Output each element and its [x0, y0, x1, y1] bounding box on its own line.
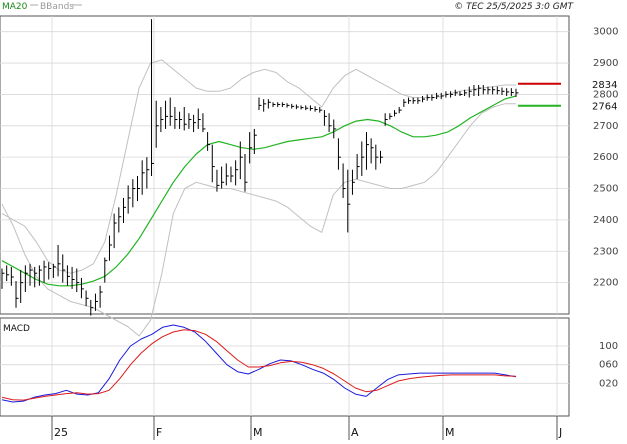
bollinger-upper-band — [1, 59, 516, 274]
macd-signal-line — [1, 329, 517, 401]
price-y-tick-label: 2800 — [593, 89, 618, 100]
level-label: 2764 — [592, 102, 617, 113]
price-y-tick-label: 2700 — [593, 121, 618, 132]
macd-y-tick-label: 020 — [599, 378, 618, 389]
macd-y-tick-label: 100 — [599, 341, 618, 352]
bbands-legend-label: BBands — [40, 2, 74, 12]
price-y-tick-label: 2300 — [593, 246, 618, 257]
x-tick-label: J — [558, 426, 562, 439]
macd-line — [1, 324, 517, 403]
x-tick-label: A — [351, 426, 359, 439]
x-tick-label: M — [253, 426, 263, 439]
ma20-legend-label: MA20 — [2, 2, 28, 12]
macd-panel-title: MACD — [3, 324, 30, 334]
price-y-tick-label: 2600 — [593, 152, 618, 163]
ma20-line — [1, 95, 517, 287]
price-y-tick-label: 3000 — [593, 27, 618, 38]
price-y-tick-label: 2200 — [593, 278, 618, 289]
level-label: 2834 — [592, 80, 617, 91]
price-y-tick-label: 2900 — [593, 58, 618, 69]
x-tick-label: F — [156, 426, 162, 439]
x-tick-label: 25 — [54, 426, 68, 439]
price-panel-frame — [0, 15, 570, 315]
macd-y-tick-label: 060 — [599, 360, 618, 371]
price-y-tick-label: 2500 — [593, 184, 618, 195]
x-tick-label: M — [445, 426, 455, 439]
macd-panel-frame — [0, 317, 570, 417]
price-y-tick-label: 2400 — [593, 215, 618, 226]
bollinger-lower-band — [1, 103, 516, 337]
copyright-label: © TEC 25/5/2025 3:0 GMT — [454, 2, 574, 12]
